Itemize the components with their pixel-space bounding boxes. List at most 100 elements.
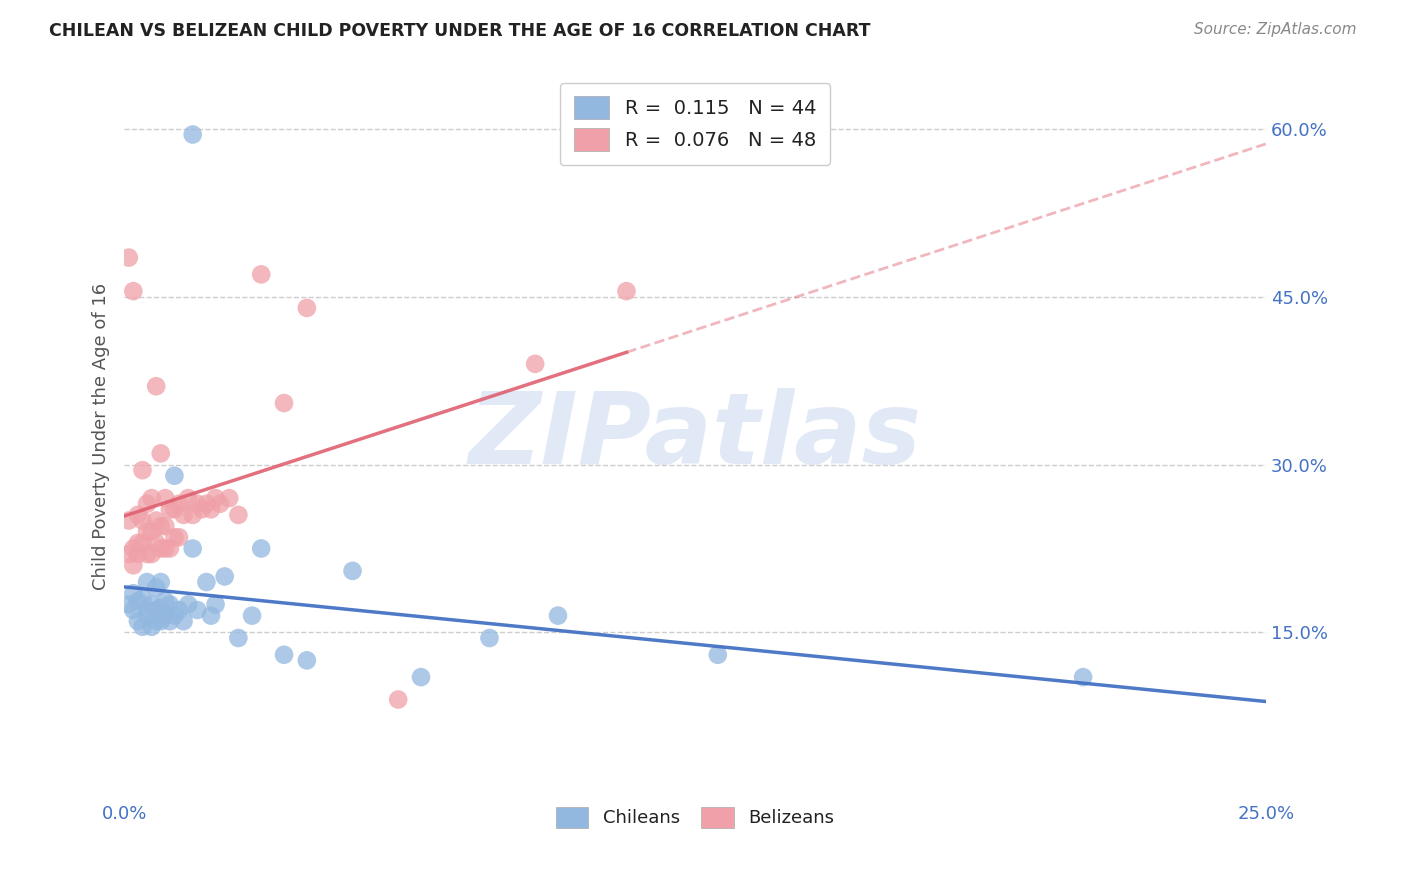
Point [159, 541, 181, 556]
Point [118, 598, 141, 612]
Point [250, 541, 273, 556]
Point [200, 502, 222, 516]
Point [127, 536, 149, 550]
Point [191, 502, 214, 516]
Y-axis label: Child Poverty Under the Age of 16: Child Poverty Under the Age of 16 [93, 283, 110, 591]
Point [131, 514, 153, 528]
Point [131, 463, 153, 477]
Legend: Chileans, Belizeans: Chileans, Belizeans [548, 799, 842, 835]
Point [149, 541, 172, 556]
Point [214, 569, 236, 583]
Point [218, 491, 240, 505]
Point [145, 603, 167, 617]
Point [177, 491, 200, 505]
Point [122, 541, 145, 556]
Point [136, 603, 159, 617]
Point [409, 670, 432, 684]
Point [145, 379, 167, 393]
Point [186, 603, 208, 617]
Point [136, 575, 159, 590]
Point [145, 536, 167, 550]
Point [547, 608, 569, 623]
Point [295, 653, 318, 667]
Point [145, 514, 167, 528]
Point [240, 608, 263, 623]
Point [159, 614, 181, 628]
Point [141, 620, 163, 634]
Point [167, 603, 190, 617]
Point [149, 600, 172, 615]
Point [181, 508, 204, 522]
Point [707, 648, 730, 662]
Point [118, 547, 141, 561]
Point [136, 608, 159, 623]
Point [181, 128, 204, 142]
Point [159, 598, 181, 612]
Point [122, 284, 145, 298]
Point [186, 497, 208, 511]
Point [131, 620, 153, 634]
Point [1071, 670, 1094, 684]
Point [131, 536, 153, 550]
Point [524, 357, 547, 371]
Point [204, 491, 226, 505]
Point [228, 631, 250, 645]
Point [155, 541, 177, 556]
Point [163, 608, 186, 623]
Point [149, 519, 172, 533]
Point [250, 268, 273, 282]
Point [616, 284, 638, 298]
Point [141, 547, 163, 561]
Text: ZIPatlas: ZIPatlas [468, 388, 921, 485]
Point [167, 497, 190, 511]
Point [127, 547, 149, 561]
Point [136, 547, 159, 561]
Text: CHILEAN VS BELIZEAN CHILD POVERTY UNDER THE AGE OF 16 CORRELATION CHART: CHILEAN VS BELIZEAN CHILD POVERTY UNDER … [49, 22, 870, 40]
Point [145, 614, 167, 628]
Point [149, 446, 172, 460]
Point [118, 514, 141, 528]
Point [127, 614, 149, 628]
Point [195, 575, 218, 590]
Point [204, 598, 226, 612]
Point [295, 301, 318, 315]
Point [387, 692, 409, 706]
Point [141, 491, 163, 505]
Point [127, 594, 149, 608]
Text: Source: ZipAtlas.com: Source: ZipAtlas.com [1194, 22, 1357, 37]
Point [118, 251, 141, 265]
Point [167, 530, 190, 544]
Point [200, 608, 222, 623]
Point [131, 591, 153, 606]
Point [163, 530, 186, 544]
Point [141, 524, 163, 539]
Point [478, 631, 501, 645]
Point [149, 614, 172, 628]
Point [155, 594, 177, 608]
Point [342, 564, 364, 578]
Point [163, 502, 186, 516]
Point [163, 468, 186, 483]
Point [209, 497, 232, 511]
Point [122, 603, 145, 617]
Point [195, 497, 218, 511]
Point [155, 519, 177, 533]
Point [149, 575, 172, 590]
Point [122, 558, 145, 573]
Point [159, 502, 181, 516]
Point [228, 508, 250, 522]
Point [273, 396, 295, 410]
Point [155, 608, 177, 623]
Point [141, 598, 163, 612]
Point [127, 508, 149, 522]
Point [177, 598, 200, 612]
Point [155, 491, 177, 505]
Point [173, 614, 195, 628]
Point [122, 586, 145, 600]
Point [273, 648, 295, 662]
Point [136, 497, 159, 511]
Point [145, 581, 167, 595]
Point [173, 508, 195, 522]
Point [181, 541, 204, 556]
Point [136, 524, 159, 539]
